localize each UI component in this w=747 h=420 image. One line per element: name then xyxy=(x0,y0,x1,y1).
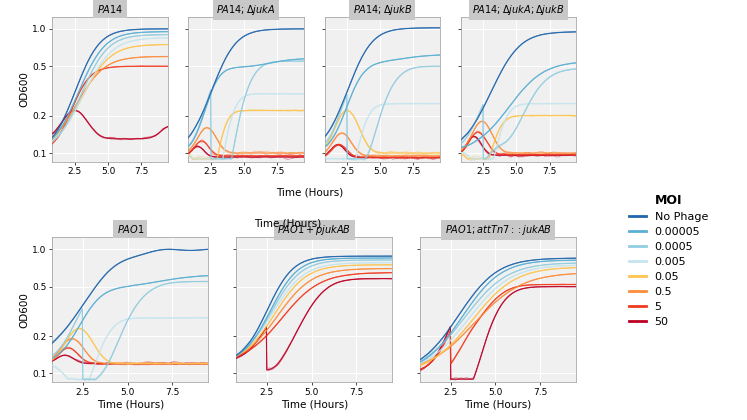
Title: $\mathit{PAO1}$: $\mathit{PAO1}$ xyxy=(117,223,144,235)
X-axis label: Time (Hours): Time (Hours) xyxy=(276,188,343,198)
Y-axis label: OD600: OD600 xyxy=(19,71,30,107)
Title: $\mathit{PA14;\Delta jukA}$: $\mathit{PA14;\Delta jukA}$ xyxy=(217,3,276,17)
Title: $\mathit{PA14;\Delta jukA;\Delta jukB}$: $\mathit{PA14;\Delta jukA;\Delta jukB}$ xyxy=(472,3,565,17)
Y-axis label: OD600: OD600 xyxy=(19,292,30,328)
Text: Time (Hours): Time (Hours) xyxy=(254,218,321,228)
Title: $\mathit{PA14;\Delta jukB}$: $\mathit{PA14;\Delta jukB}$ xyxy=(353,3,412,17)
X-axis label: Time (Hours): Time (Hours) xyxy=(96,399,164,409)
Title: $\mathit{PA14}$: $\mathit{PA14}$ xyxy=(97,3,123,15)
X-axis label: Time (Hours): Time (Hours) xyxy=(281,399,348,409)
Title: $\mathit{PAO1+pjukAB}$: $\mathit{PAO1+pjukAB}$ xyxy=(277,223,351,237)
Legend: No Phage, 0.00005, 0.0005, 0.005, 0.05, 0.5, 5, 50: No Phage, 0.00005, 0.0005, 0.005, 0.05, … xyxy=(629,194,708,327)
X-axis label: Time (Hours): Time (Hours) xyxy=(465,399,532,409)
Title: $\mathit{PAO1;attTn7::jukAB}$: $\mathit{PAO1;attTn7::jukAB}$ xyxy=(444,223,552,237)
